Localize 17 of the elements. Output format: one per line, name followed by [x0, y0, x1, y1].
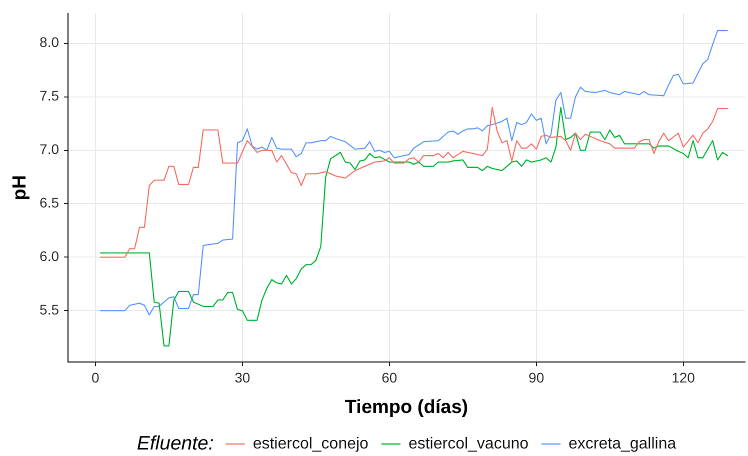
- y-tick-label: 6.5: [40, 194, 60, 211]
- x-tick-label: 120: [672, 369, 696, 386]
- y-tick-label: 5.5: [40, 302, 60, 318]
- y-tick-label: 7.5: [40, 88, 60, 104]
- legend-label: excreta_gallina: [568, 435, 676, 452]
- y-tick-label: 6.0: [40, 248, 60, 264]
- legend-label: estiercol_vacuno: [408, 435, 529, 452]
- y-axis-title: pH: [10, 175, 31, 200]
- legend-title: Efluente:: [136, 432, 214, 454]
- x-tick-label: 90: [528, 369, 544, 386]
- x-axis-title: Tiempo (días): [344, 396, 468, 418]
- x-tick-label: 30: [234, 369, 250, 386]
- y-tick-label: 7.0: [40, 141, 60, 158]
- x-tick-label: 60: [382, 369, 398, 386]
- legend-label: estiercol_conejo: [252, 435, 369, 452]
- x-tick-label: 0: [92, 369, 100, 386]
- y-tick-label: 8.0: [40, 34, 60, 50]
